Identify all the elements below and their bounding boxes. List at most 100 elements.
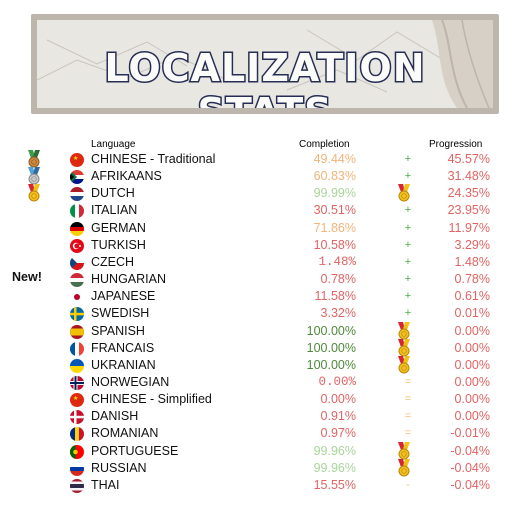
table-row: ★ CHINESE - Simplified 0.00% = 0.00% (0, 391, 530, 408)
language-name: CHINESE - Traditional (91, 152, 216, 166)
plus-icon: + (404, 255, 412, 268)
table-row: THAI 15.55% - -0.04% (0, 477, 530, 494)
new-label: New! (12, 270, 42, 284)
plus-icon: + (404, 170, 412, 183)
progression-value: 3.29% (454, 237, 490, 252)
completion-value: 0.00% (320, 392, 356, 407)
netherlands-flag-icon (70, 187, 84, 202)
progression-value: 0.00% (454, 340, 490, 355)
gold-medal-icon (396, 458, 412, 482)
plus-icon: + (404, 307, 412, 320)
gold-medal-icon (396, 355, 412, 379)
thailand-flag-icon (70, 478, 84, 493)
sweden-flag-icon (70, 307, 84, 322)
completion-value: 99.96% (313, 443, 356, 458)
table-row: HUNGARIAN 0.78% +0.78% (0, 271, 530, 288)
progression-value: 0.00% (454, 374, 490, 389)
table-row: ★ CHINESE - Traditional 49.44% +45.57% (0, 150, 530, 168)
language-name: CHINESE - Simplified (91, 392, 212, 407)
plus-icon: + (404, 204, 412, 217)
svg-text:★: ★ (73, 155, 78, 162)
language-name: THAI (91, 477, 120, 492)
page-title: LOCALIZATION STATS (103, 45, 426, 109)
ukraine-flag-icon (70, 358, 84, 373)
gold-medal-icon (396, 184, 412, 207)
header-language: Language (91, 139, 136, 150)
table-row: SWEDISH 3.32% +0.01% (0, 305, 530, 322)
table-row: RUSSIAN 99.96% -0.04% (0, 458, 530, 477)
table-row: DUTCH 99.99% 24.35% (0, 184, 530, 202)
progression-value: -0.01% (450, 426, 490, 441)
completion-value: 15.55% (313, 477, 356, 492)
completion-value: 0.00% (318, 374, 356, 389)
language-name: AFRIKAANS (91, 169, 162, 184)
bronze-medal-icon (26, 150, 42, 173)
table-row: UKRANIAN 100.00% 0.00% (0, 355, 530, 374)
south-africa-flag-icon (70, 170, 84, 185)
table-row: ITALIAN 30.51% +23.95% (0, 202, 530, 219)
france-flag-icon (70, 341, 84, 356)
minus-icon: - (406, 478, 410, 491)
completion-value: 99.96% (313, 460, 356, 475)
completion-value: 11.58% (314, 289, 356, 304)
plus-icon: + (404, 238, 412, 251)
table-row: SPANISH 100.00% 0.00% (0, 321, 530, 340)
language-name: ITALIAN (91, 203, 138, 218)
table-row: NORWEGIAN 0.00% = 0.00% (0, 374, 530, 391)
equals-icon: = (404, 393, 412, 406)
progression-value: 1.48% (454, 254, 490, 269)
language-name: CZECH (91, 254, 135, 269)
gold-medal-icon (396, 338, 412, 362)
completion-value: 0.97% (320, 426, 356, 441)
italy-flag-icon (70, 204, 84, 219)
language-name: FRANCAIS (91, 340, 155, 355)
progression-value: -0.04% (450, 477, 490, 492)
completion-value: 10.58% (313, 237, 356, 252)
gold-medal-icon (26, 184, 42, 207)
table-row: JAPANESE 11.58% +0.61% (0, 288, 530, 305)
header-progression: Progression (429, 139, 483, 150)
equals-icon: = (404, 375, 412, 388)
completion-value: 30.51% (313, 203, 356, 218)
language-name: UKRANIAN (91, 357, 156, 372)
plus-icon: + (404, 153, 412, 165)
progression-value: 0.00% (454, 409, 490, 424)
table-row: FRANCAIS 100.00% 0.00% (0, 338, 530, 357)
table-row: AFRIKAANS 60.83% +31.48% (0, 167, 530, 185)
czech-flag-icon (70, 255, 84, 270)
completion-value: 100.00% (306, 340, 356, 355)
svg-text:★: ★ (73, 395, 78, 402)
language-name: SPANISH (91, 323, 145, 338)
completion-value: 0.91% (320, 409, 356, 424)
silver-medal-icon (26, 167, 42, 190)
turkey-flag-icon (70, 238, 84, 253)
equals-icon: = (404, 427, 412, 440)
progression-value: 23.95% (447, 203, 490, 218)
banner: LOCALIZATION STATS (31, 14, 499, 114)
norway-flag-icon (70, 375, 84, 390)
plus-icon: + (404, 290, 412, 303)
progression-value: 24.35% (447, 186, 490, 201)
gold-medal-icon (396, 321, 412, 345)
completion-value: 0.78% (320, 272, 356, 287)
progression-value: -0.04% (450, 460, 490, 475)
language-name: DANISH (91, 409, 139, 424)
language-name: TURKISH (91, 237, 146, 252)
completion-value: 3.32% (320, 306, 356, 321)
hungary-flag-icon (70, 273, 84, 288)
table-row: GERMAN 71.86% +11.97% (0, 220, 530, 237)
completion-value: 100.00% (306, 357, 356, 372)
progression-value: 45.57% (447, 152, 490, 166)
table-row: ROMANIAN 0.97% = -0.01% (0, 425, 530, 442)
table-row: DANISH 0.91% = 0.00% (0, 408, 530, 425)
completion-value: 60.83% (313, 169, 356, 184)
romania-flag-icon (70, 427, 84, 442)
gold-medal-icon (396, 441, 412, 465)
china-flag-icon: ★ (70, 153, 84, 167)
language-name: SWEDISH (91, 306, 150, 321)
germany-flag-icon (70, 221, 84, 236)
completion-value: 99.99% (313, 186, 356, 201)
progression-value: 0.61% (454, 289, 490, 304)
spain-flag-icon (70, 324, 84, 339)
language-name: ROMANIAN (91, 426, 159, 441)
